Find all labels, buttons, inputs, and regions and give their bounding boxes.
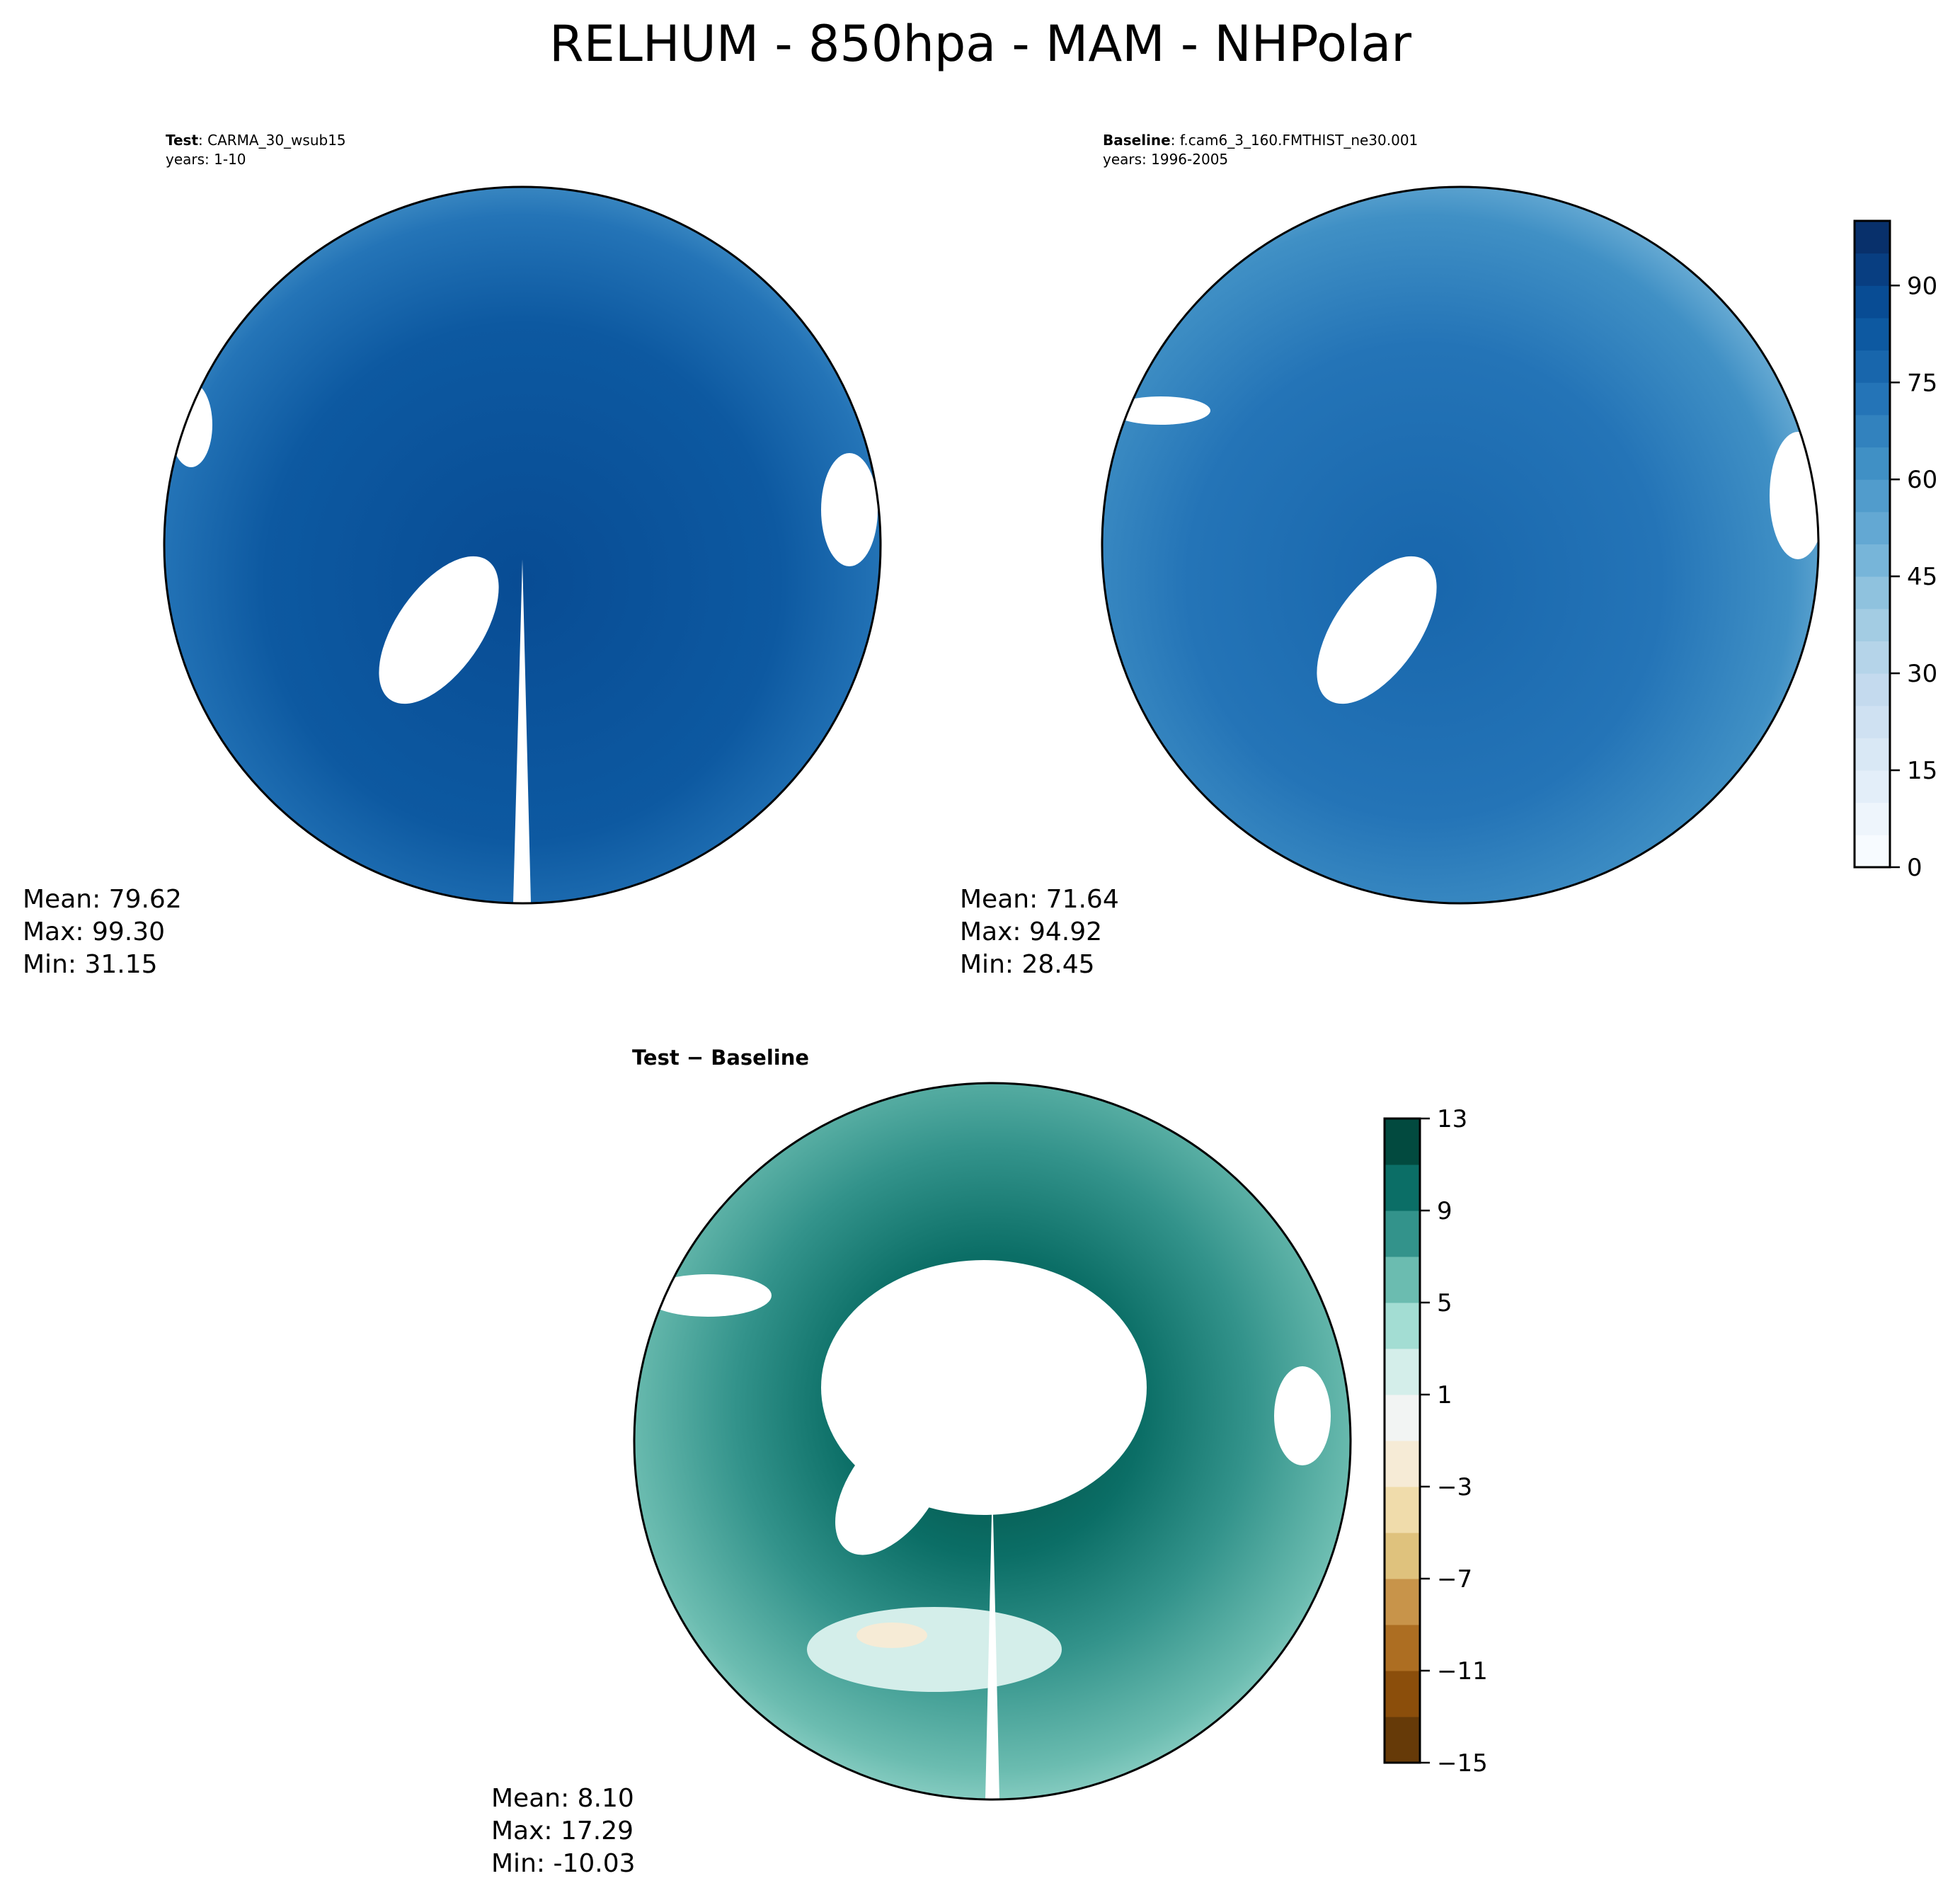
colorbar-level bbox=[1855, 221, 1890, 254]
test-mean: Mean: 79.62 bbox=[23, 885, 182, 914]
colorbar-level bbox=[1385, 1441, 1420, 1487]
colorbar-level bbox=[1855, 317, 1890, 351]
diff-min: Min: -10.03 bbox=[491, 1849, 636, 1878]
colorbar-tick-label: 0 bbox=[1907, 854, 1922, 882]
test-label-case: : CARMA_30_wsub15 bbox=[198, 132, 346, 149]
colorbar-level bbox=[1385, 1671, 1420, 1717]
baseline-max: Max: 94.92 bbox=[960, 917, 1102, 946]
colorbar-tick-label: 13 bbox=[1437, 1105, 1467, 1133]
colorbar-tick-label: 5 bbox=[1437, 1289, 1452, 1317]
colorbar-level bbox=[1855, 576, 1890, 610]
colorbar-level bbox=[1855, 479, 1890, 513]
colorbar-level bbox=[1855, 414, 1890, 448]
colorbar-tick-label: −11 bbox=[1437, 1657, 1488, 1686]
colorbar-level bbox=[1385, 1303, 1420, 1349]
greenland-missing bbox=[379, 556, 499, 704]
baseline-years: years: 1996-2005 bbox=[1103, 151, 1228, 168]
colorbar-tick-label: −7 bbox=[1437, 1565, 1472, 1594]
svg-text:Baseline: f.cam6_3_160.FMTHIST: Baseline: f.cam6_3_160.FMTHIST_ne30.001 bbox=[1103, 132, 1418, 149]
baseline-map bbox=[1102, 187, 1818, 903]
colorbar-level bbox=[1855, 350, 1890, 383]
test-label-bold: Test bbox=[166, 132, 198, 149]
colorbar-level bbox=[1385, 1395, 1420, 1441]
colorbar-level bbox=[1855, 382, 1890, 416]
test-min: Min: 31.15 bbox=[23, 950, 158, 979]
colorbar-tick-label: −3 bbox=[1437, 1473, 1472, 1501]
colorbar-level bbox=[1385, 1533, 1420, 1579]
test-max: Max: 99.30 bbox=[23, 917, 165, 946]
baseline-label-bold: Baseline bbox=[1103, 132, 1171, 149]
colorbar-level bbox=[1855, 705, 1890, 738]
colorbar-level bbox=[1855, 738, 1890, 771]
colorbar-tick-label: 75 bbox=[1907, 369, 1937, 397]
colorbar-tick-label: 1 bbox=[1437, 1381, 1452, 1409]
colorbar-level bbox=[1855, 835, 1890, 868]
test-years: years: 1-10 bbox=[166, 151, 246, 168]
colorbar-level bbox=[1855, 447, 1890, 480]
colorbar-level bbox=[1855, 511, 1890, 544]
diff-panel: Test − Baseline Mean: 8.10 Max: 17.29 Mi… bbox=[491, 1046, 1352, 1878]
colorbar-level bbox=[1385, 1487, 1420, 1533]
colorbar-level bbox=[1385, 1119, 1420, 1165]
colorbar-level bbox=[1385, 1165, 1420, 1211]
colorbar-level bbox=[1855, 673, 1890, 706]
baseline-mean: Mean: 71.64 bbox=[960, 885, 1119, 914]
figure-title: RELHUM - 850hpa - MAM - NHPolar bbox=[549, 15, 1411, 73]
colorbar-tick-label: 15 bbox=[1907, 757, 1937, 785]
colorbar-level bbox=[1385, 1625, 1420, 1671]
test-map-boundary bbox=[163, 185, 882, 905]
colorbar-level bbox=[1855, 285, 1890, 319]
colorbar-tick-label: 30 bbox=[1907, 660, 1937, 688]
diff-mean: Mean: 8.10 bbox=[491, 1784, 634, 1813]
svg-text:Test: CARMA_30_wsub15: Test: CARMA_30_wsub15 bbox=[166, 132, 346, 149]
diff-max: Max: 17.29 bbox=[491, 1817, 634, 1846]
colorbar-level bbox=[1855, 641, 1890, 674]
colorbar-level bbox=[1855, 802, 1890, 835]
colorbar-level bbox=[1385, 1717, 1420, 1763]
colorbar-frame bbox=[1853, 219, 1891, 869]
test-panel: Test: CARMA_30_wsub15 years: 1-10 Mean: … bbox=[23, 132, 882, 979]
baseline-label-case: : f.cam6_3_160.FMTHIST_ne30.001 bbox=[1171, 132, 1419, 149]
diff-map bbox=[634, 1083, 1351, 1800]
colorbar-level bbox=[1385, 1257, 1420, 1303]
colorbar-level bbox=[1855, 544, 1890, 577]
colorbar-relhum: 0 15 30 45 60 75 90 bbox=[1853, 219, 1937, 882]
diff-map-boundary bbox=[633, 1082, 1352, 1801]
diff-label: Test − Baseline bbox=[632, 1046, 809, 1070]
colorbar-level bbox=[1385, 1211, 1420, 1257]
colorbar-tick-label: 90 bbox=[1907, 272, 1937, 300]
colorbar-frame bbox=[1383, 1117, 1421, 1764]
colorbar-level bbox=[1385, 1349, 1420, 1395]
colorbar-level bbox=[1855, 770, 1890, 803]
colorbar-tick-label: −15 bbox=[1437, 1749, 1488, 1778]
colorbar-tick-label: 45 bbox=[1907, 563, 1937, 591]
colorbar-level bbox=[1385, 1579, 1420, 1625]
colorbar-level bbox=[1855, 253, 1890, 286]
baseline-min: Min: 28.45 bbox=[960, 950, 1095, 979]
colorbar-tick-label: 60 bbox=[1907, 466, 1937, 494]
test-map bbox=[164, 187, 881, 903]
colorbar-tick-label: 9 bbox=[1437, 1197, 1452, 1225]
baseline-map-boundary bbox=[1101, 185, 1820, 905]
baseline-panel: Baseline: f.cam6_3_160.FMTHIST_ne30.001 … bbox=[960, 132, 1820, 979]
colorbar-difference: −15 −11 −7 −3 1 5 9 13 bbox=[1383, 1105, 1488, 1778]
colorbar-level bbox=[1855, 608, 1890, 641]
